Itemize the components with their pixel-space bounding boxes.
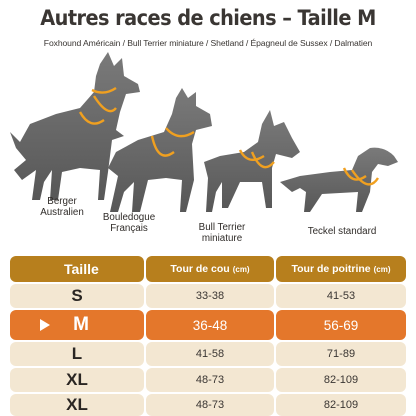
- dachshund-icon: [280, 147, 398, 212]
- bull-terrier-icon: [204, 110, 300, 212]
- size-cell: XL: [10, 368, 144, 392]
- size-cell: M: [10, 310, 144, 340]
- chest-cell: 82-109: [276, 368, 406, 392]
- neck-cell: 36-48: [146, 310, 274, 340]
- page-title: Autres races de chiens – Taille M: [40, 6, 376, 30]
- neck-cell: 41-58: [146, 342, 274, 366]
- size-cell: S: [10, 284, 144, 308]
- header-chest: Tour de poitrine (cm): [276, 256, 406, 282]
- table-header: Taille Tour de cou (cm) Tour de poitrine(…: [10, 256, 406, 282]
- table-row: XL 48-73 82-109: [10, 394, 406, 416]
- dog-label-shepherd: Berger Australien: [40, 196, 84, 218]
- header-neck: Tour de cou (cm): [146, 256, 274, 282]
- chest-cell: 82-109: [276, 394, 406, 416]
- chest-cell: 71-89: [276, 342, 406, 366]
- french-bulldog-icon: [108, 88, 212, 212]
- neck-cell: 48-73: [146, 368, 274, 392]
- breed-list: Foxhound Américain / Bull Terrier miniat…: [43, 38, 373, 48]
- table-row: XL 48-73 82-109: [10, 368, 406, 392]
- chest-cell: 41-53: [276, 284, 406, 308]
- neck-cell: 33-38: [146, 284, 274, 308]
- chest-cell: 56-69: [276, 310, 406, 340]
- neck-cell: 48-73: [146, 394, 274, 416]
- header-size: Taille: [10, 256, 144, 282]
- table-row: S 33-38 41-53: [10, 284, 406, 308]
- shepherd-dog-icon: [10, 52, 140, 200]
- dog-label-dachshund: Teckel standard: [307, 226, 377, 237]
- table-row-highlighted: M 36-48 56-69: [10, 310, 406, 340]
- size-cell: L: [10, 342, 144, 366]
- dog-illustrations: [10, 52, 398, 212]
- arrow-right-icon: [40, 319, 50, 331]
- dog-label-bulldog: Bouledogue Français: [102, 212, 156, 234]
- dog-label-bull-terrier: Bull Terrier miniature: [198, 222, 246, 244]
- size-cell: XL: [10, 394, 144, 416]
- table-row: L 41-58 71-89: [10, 342, 406, 366]
